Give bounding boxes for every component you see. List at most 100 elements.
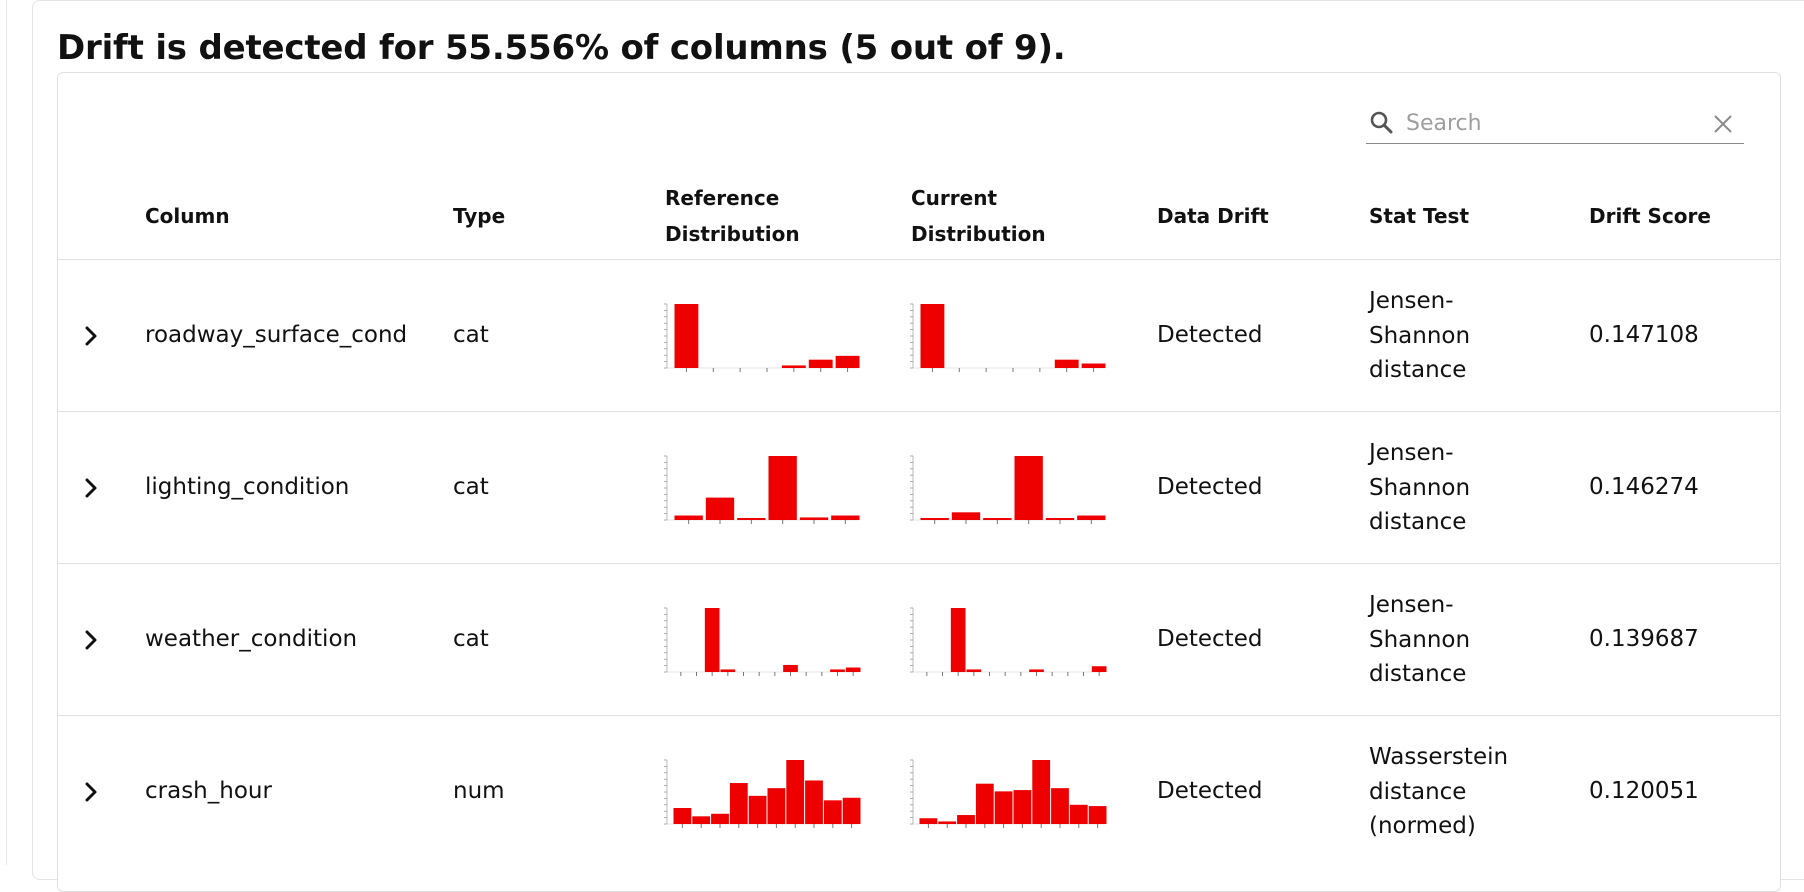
cell-column: crash_hour [145,778,272,804]
cell-data-drift: Detected [1157,778,1263,804]
cell-column: lighting_condition [145,474,350,500]
distribution-bar [768,456,797,520]
distribution-bar [1054,359,1079,368]
distribution-bar [737,518,766,520]
search-box [1366,104,1744,144]
search-icon [1370,111,1393,134]
distribution-bar [767,788,786,824]
distribution-bar [845,667,861,672]
header-reference-distribution: Reference Distribution [665,180,800,252]
table-row: roadway_surface_cond cat Detected Jensen… [58,260,1780,412]
stat-test-line: (normed) [1369,813,1476,839]
distribution-bar [1045,518,1075,520]
table-row: lighting_condition cat Detected Jensen- … [58,412,1780,564]
header-drift-score[interactable]: Drift Score [1589,204,1711,228]
stat-test-line: Jensen- [1369,288,1454,314]
header-stat-test[interactable]: Stat Test [1369,204,1469,228]
distribution-bar [720,669,736,672]
distribution-bar [842,797,861,824]
header-divider [58,259,1780,260]
header-reference-line1: Reference [665,186,780,210]
chevron-right-icon[interactable] [80,629,102,651]
cell-stat-test: Wasserstein distance (normed) [1369,740,1508,844]
distribution-bar [781,365,806,368]
cell-column: roadway_surface_cond [145,322,408,348]
distribution-bar [786,760,805,824]
distribution-bar [783,664,798,672]
cell-drift-score: 0.139687 [1589,626,1699,652]
chevron-right-icon[interactable] [80,325,102,347]
stat-test-line: distance [1369,357,1467,383]
distribution-bar [835,355,860,368]
distribution-bar [1091,666,1107,672]
cell-stat-test: Jensen- Shannon distance [1369,436,1470,540]
stat-test-line: distance [1369,778,1467,805]
header-type[interactable]: Type [453,204,506,228]
drift-table-card [57,72,1781,892]
header-current-line2: Distribution [911,222,1046,246]
stat-test-line: Jensen- [1369,440,1454,466]
page-title: Drift is detected for 55.556% of columns… [57,28,1066,68]
current-distribution-chart [910,455,1106,524]
distribution-bar [729,783,748,824]
header-column[interactable]: Column [145,204,230,228]
distribution-bar [808,359,833,368]
distribution-bar [1077,515,1106,520]
current-distribution-chart [910,607,1107,676]
distribution-bar [748,795,767,824]
distribution-bar [673,808,692,824]
distribution-bar [805,780,823,824]
table-row: crash_hour num Detected Wasserstein dist… [58,716,1780,868]
current-distribution-chart [910,759,1107,828]
cell-data-drift: Detected [1157,322,1263,348]
reference-distribution-chart [664,607,861,676]
distribution-bar [704,608,720,672]
table-row: weather_condition cat Detected Jensen- S… [58,564,1780,716]
distribution-bar [983,518,1012,520]
distribution-bar [674,515,703,520]
distribution-bar [1014,456,1043,520]
stat-test-line: Jensen- [1369,592,1454,618]
cell-drift-score: 0.120051 [1589,778,1699,804]
header-reference-line2: Distribution [665,222,800,246]
cell-column: weather_condition [145,626,358,652]
search-input[interactable] [1406,106,1696,140]
reference-distribution-chart [664,455,860,524]
cell-data-drift: Detected [1157,626,1263,652]
distribution-bar [920,304,945,368]
cell-data-drift: Detected [1157,474,1263,500]
current-distribution-chart [910,303,1106,372]
distribution-bar [1032,760,1051,824]
distribution-bar [830,669,845,672]
cell-type: cat [453,626,489,652]
header-current-line1: Current [911,186,998,210]
distribution-bar [1088,806,1107,824]
distribution-bar [831,515,860,520]
cell-stat-test: Jensen- Shannon distance [1369,588,1470,692]
stat-test-line: distance [1369,661,1467,687]
distribution-bar [1013,790,1032,824]
cell-drift-score: 0.147108 [1589,322,1699,348]
distribution-bar [674,304,699,368]
distribution-bar [957,815,975,824]
header-data-drift[interactable]: Data Drift [1157,204,1269,228]
stat-test-line: distance [1369,509,1467,535]
close-icon[interactable] [1710,111,1736,137]
distribution-bar [799,517,829,520]
chevron-right-icon[interactable] [80,781,102,803]
distribution-bar [919,818,938,824]
stat-test-line: Shannon [1369,474,1471,501]
cell-type: cat [453,322,489,348]
distribution-bar [938,821,957,824]
cell-stat-test: Jensen- Shannon distance [1369,284,1470,388]
distribution-bar [950,608,966,672]
distribution-bar [994,791,1013,824]
stat-test-line: Shannon [1369,626,1471,653]
distribution-bar [705,497,735,520]
chevron-right-icon[interactable] [80,477,102,499]
distribution-bar [966,669,982,672]
cell-type: cat [453,474,489,500]
distribution-bar [975,783,994,824]
distribution-bar [1081,363,1106,368]
reference-distribution-chart [664,303,860,372]
